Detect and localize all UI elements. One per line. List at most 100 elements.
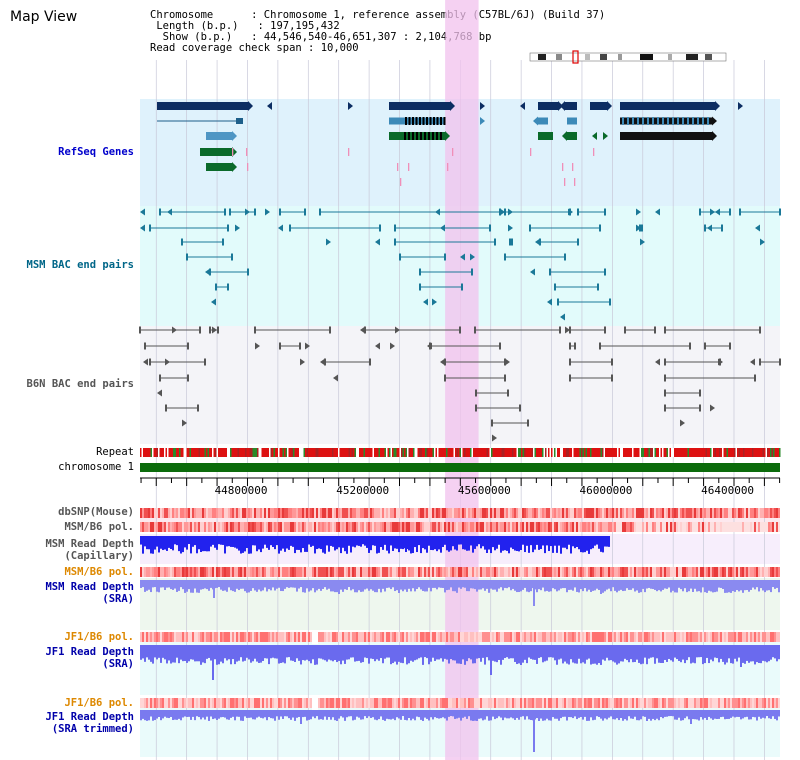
repeat-element bbox=[525, 448, 527, 457]
depth-bar bbox=[492, 536, 494, 548]
depth-bar bbox=[546, 710, 548, 719]
heat-cell bbox=[268, 567, 270, 577]
heat-cell bbox=[556, 508, 558, 518]
heat-cell bbox=[576, 632, 578, 642]
depth-bar bbox=[466, 645, 468, 662]
heat-cell bbox=[690, 632, 692, 642]
heat-cell bbox=[778, 698, 780, 708]
heat-cell bbox=[358, 698, 360, 708]
repeat-element bbox=[518, 448, 520, 457]
depth-bar bbox=[390, 580, 392, 590]
depth-bar bbox=[514, 645, 516, 662]
exon bbox=[428, 132, 430, 140]
depth-bar bbox=[656, 580, 658, 592]
heat-cell bbox=[564, 698, 566, 708]
depth-bar bbox=[280, 710, 282, 717]
depth-bar bbox=[230, 710, 232, 718]
heat-cell bbox=[540, 522, 542, 532]
heat-cell bbox=[338, 567, 340, 577]
depth-bar bbox=[506, 536, 508, 551]
depth-bar bbox=[438, 710, 440, 719]
depth-bar bbox=[522, 710, 524, 717]
heat-cell bbox=[620, 632, 622, 642]
heat-cell bbox=[734, 698, 736, 708]
depth-bar bbox=[260, 580, 262, 592]
depth-spike bbox=[690, 710, 692, 724]
heat-cell bbox=[398, 632, 400, 642]
depth-bar bbox=[142, 536, 144, 554]
depth-bar bbox=[572, 645, 574, 663]
depth-bar bbox=[474, 710, 476, 721]
heat-cell bbox=[526, 508, 528, 518]
depth-bar bbox=[428, 645, 430, 665]
heat-cell bbox=[536, 632, 538, 642]
heat-cell bbox=[510, 522, 512, 532]
depth-bar bbox=[176, 710, 178, 720]
heat-cell bbox=[346, 698, 348, 708]
heat-cell bbox=[586, 508, 588, 518]
depth-bar bbox=[250, 580, 252, 591]
heat-cell bbox=[700, 508, 702, 518]
depth-bar bbox=[494, 710, 496, 720]
bac-end bbox=[704, 342, 706, 350]
heat-cell bbox=[586, 522, 588, 532]
depth-bar bbox=[476, 645, 478, 659]
depth-bar bbox=[512, 536, 514, 550]
depth-bar bbox=[408, 645, 410, 664]
heat-cell bbox=[214, 567, 216, 577]
small-gene-tick bbox=[247, 163, 249, 171]
depth-bar bbox=[346, 710, 348, 718]
repeat-element bbox=[684, 448, 686, 457]
depth-bar bbox=[350, 536, 352, 553]
heat-cell bbox=[632, 567, 634, 577]
depth-bar bbox=[314, 645, 316, 665]
repeat-element bbox=[669, 448, 671, 457]
depth-bar bbox=[356, 580, 358, 593]
heat-cell bbox=[612, 632, 614, 642]
heat-cell bbox=[748, 632, 750, 642]
heat-cell bbox=[268, 632, 270, 642]
heat-cell bbox=[462, 698, 464, 708]
repeat-element bbox=[282, 448, 284, 457]
repeat-element bbox=[563, 448, 565, 457]
depth-bar bbox=[612, 710, 614, 720]
depth-bar bbox=[760, 645, 762, 664]
heat-cell bbox=[692, 632, 694, 642]
strand-arrow bbox=[500, 208, 505, 216]
bac-end bbox=[779, 208, 781, 216]
heat-cell bbox=[232, 632, 234, 642]
heat-cell bbox=[344, 698, 346, 708]
repeat-element bbox=[477, 448, 479, 457]
heat-cell bbox=[762, 508, 764, 518]
heat-cell bbox=[556, 632, 558, 642]
bac-end bbox=[577, 208, 579, 216]
heat-cell bbox=[584, 522, 586, 532]
heat-cell bbox=[310, 632, 312, 642]
depth-bar bbox=[686, 645, 688, 661]
heat-cell bbox=[298, 698, 300, 708]
heat-cell bbox=[580, 508, 582, 518]
heat-cell bbox=[188, 508, 190, 518]
depth-bar bbox=[240, 536, 242, 554]
heat-cell bbox=[226, 698, 228, 708]
depth-bar bbox=[606, 536, 608, 547]
depth-bar bbox=[622, 710, 624, 721]
heat-cell bbox=[614, 698, 616, 708]
depth-bar bbox=[152, 710, 154, 721]
depth-bar bbox=[456, 536, 458, 551]
heat-cell bbox=[230, 632, 232, 642]
heat-cell bbox=[736, 698, 738, 708]
depth-bar bbox=[236, 710, 238, 717]
depth-bar bbox=[346, 580, 348, 590]
depth-bar bbox=[416, 580, 418, 590]
depth-bar bbox=[768, 710, 770, 719]
heat-cell bbox=[182, 567, 184, 577]
repeat-element bbox=[485, 448, 487, 457]
heat-cell bbox=[758, 522, 760, 532]
depth-bar bbox=[596, 580, 598, 589]
heat-cell bbox=[652, 508, 654, 518]
repeat-element bbox=[672, 448, 674, 457]
heat-cell bbox=[726, 632, 728, 642]
depth-bar bbox=[530, 536, 532, 546]
